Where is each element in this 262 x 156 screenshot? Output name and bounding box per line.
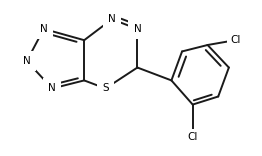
- Text: S: S: [102, 83, 109, 93]
- Text: N: N: [134, 24, 141, 34]
- Text: Cl: Cl: [230, 35, 241, 45]
- Text: N: N: [48, 83, 56, 93]
- Text: Cl: Cl: [188, 132, 198, 142]
- Text: N: N: [23, 56, 31, 66]
- Text: N: N: [40, 24, 48, 34]
- Text: N: N: [108, 14, 116, 24]
